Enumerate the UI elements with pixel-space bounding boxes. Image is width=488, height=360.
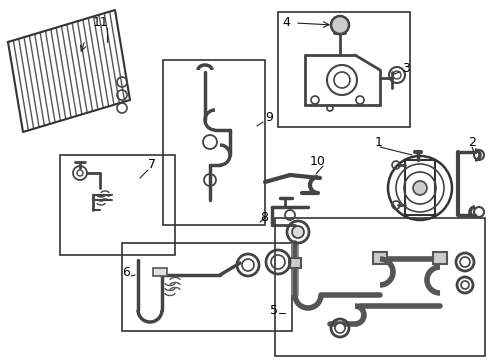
- Bar: [274, 218, 484, 356]
- Bar: [278, 12, 409, 127]
- Circle shape: [330, 16, 348, 34]
- Circle shape: [291, 226, 304, 238]
- Bar: [122, 243, 291, 331]
- Circle shape: [334, 323, 345, 333]
- Bar: [288, 258, 301, 268]
- Text: 11: 11: [93, 15, 108, 28]
- Text: 1: 1: [374, 136, 382, 149]
- Circle shape: [460, 281, 468, 289]
- Text: 4: 4: [282, 15, 289, 28]
- Text: 9: 9: [264, 112, 272, 125]
- Text: 5: 5: [269, 303, 278, 316]
- Text: 10: 10: [309, 156, 325, 168]
- Bar: [153, 268, 167, 276]
- Bar: [60, 155, 175, 255]
- Text: 3: 3: [401, 62, 409, 75]
- Bar: [404, 160, 434, 215]
- Text: 7: 7: [148, 158, 156, 171]
- Bar: [432, 252, 446, 264]
- Circle shape: [459, 257, 469, 267]
- Text: 6: 6: [122, 265, 130, 279]
- Text: 2: 2: [467, 136, 475, 149]
- Bar: [372, 252, 386, 264]
- Text: 8: 8: [260, 211, 267, 225]
- Bar: [163, 60, 264, 225]
- Circle shape: [412, 181, 426, 195]
